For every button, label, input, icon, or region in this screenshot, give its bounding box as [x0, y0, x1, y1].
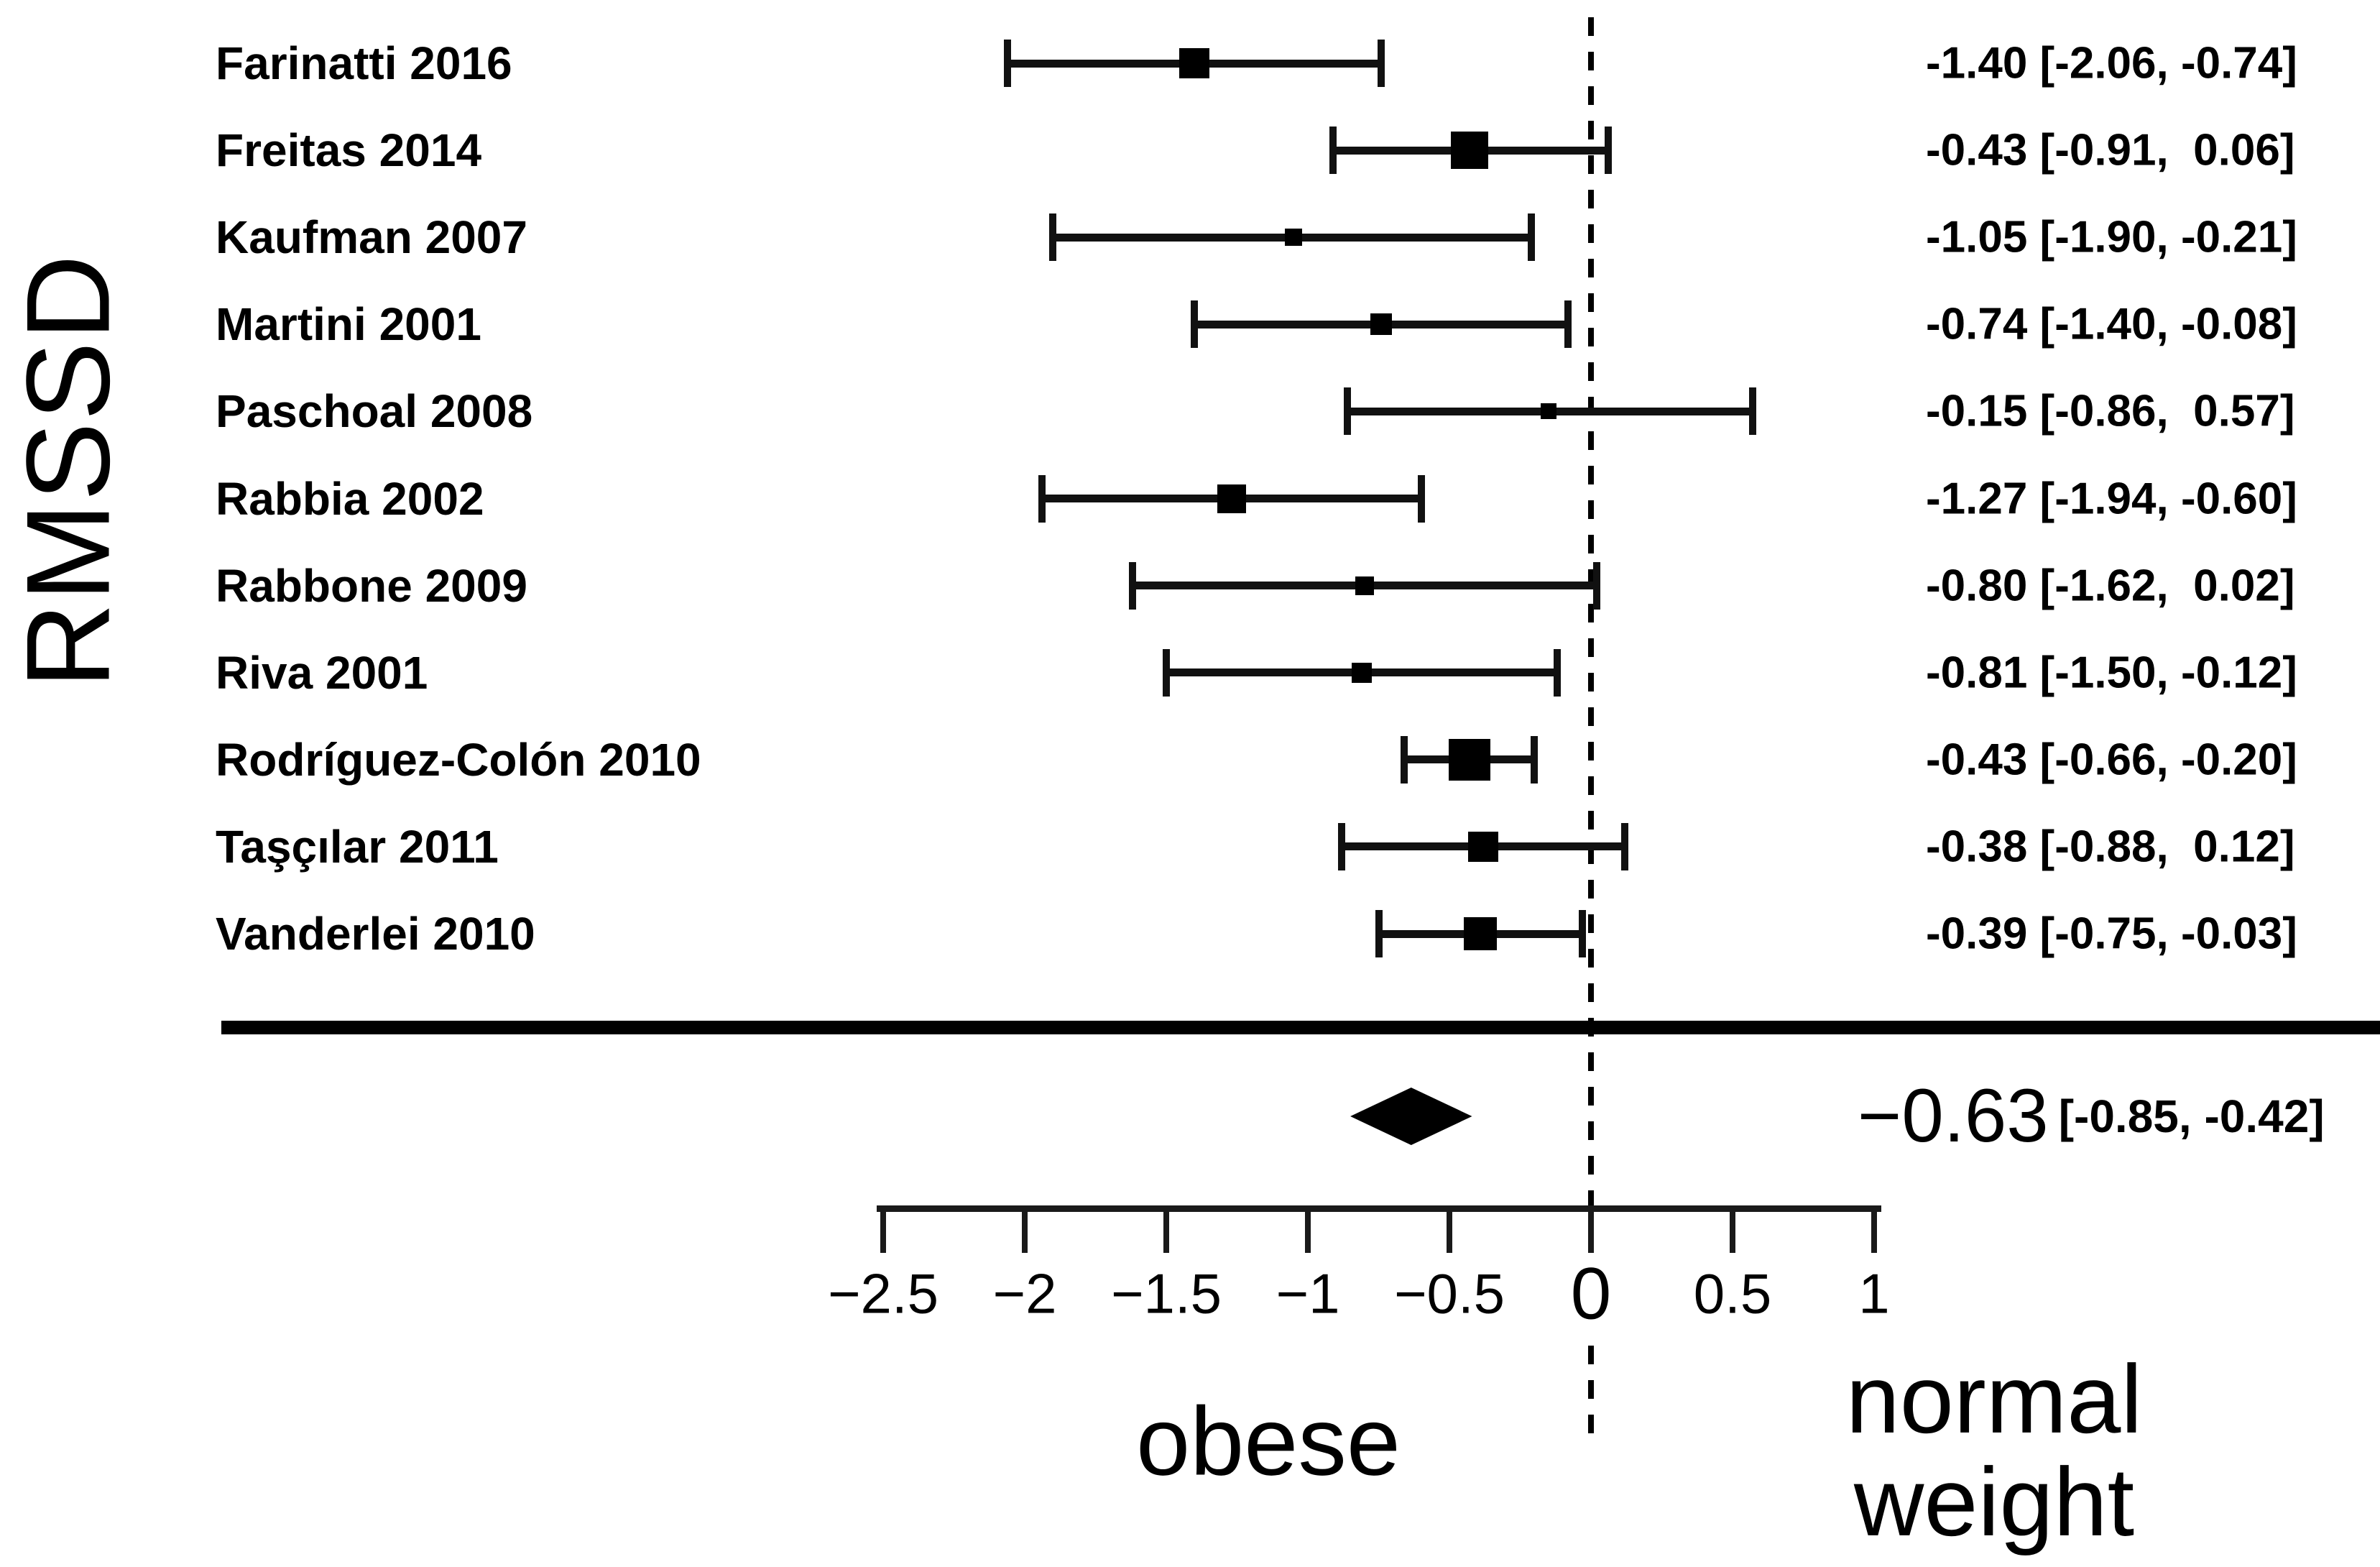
ci-cap-left: [1049, 213, 1057, 262]
x-axis-tick: [1447, 1208, 1452, 1253]
x-axis-tick: [1871, 1208, 1877, 1253]
effect-value: -1.05 [-1.90, -0.21]: [1926, 212, 2297, 262]
x-axis-tick-label: 0: [1570, 1252, 1612, 1335]
x-axis-tick: [880, 1208, 886, 1253]
x-axis-tick-label: 0.5: [1693, 1262, 1772, 1325]
group-label-obese: obese: [1136, 1387, 1401, 1496]
ci-cap-right: [1604, 127, 1612, 175]
effect-marker: [1351, 662, 1372, 683]
study-label: Paschoal 2008: [216, 385, 533, 438]
study-label: Martini 2001: [216, 298, 481, 351]
effect-marker: [1217, 484, 1246, 513]
ci-cap-left: [1344, 387, 1352, 436]
x-axis-tick-label: −2: [992, 1262, 1057, 1325]
ci-cap-left: [1191, 300, 1199, 349]
ci-cap-left: [1163, 648, 1170, 697]
ci-cap-right: [1579, 910, 1587, 957]
ci-cap-left: [1004, 40, 1012, 87]
effect-value: -0.43 [-0.91, 0.06]: [1926, 125, 2295, 175]
effect-marker: [1450, 132, 1488, 170]
x-axis-tick-label: −1.5: [1111, 1262, 1222, 1325]
x-axis-tick: [1163, 1208, 1169, 1253]
ci-cap-left: [1329, 127, 1337, 175]
summary-separator-line: [221, 1021, 2380, 1034]
study-label: Rabbia 2002: [216, 472, 484, 525]
ci-cap-right: [1531, 735, 1539, 784]
effect-value: -1.27 [-1.94, -0.60]: [1926, 474, 2297, 523]
summary-ci: [-0.85, -0.42]: [2058, 1090, 2325, 1142]
group-label-normal-weight: normal weight: [1846, 1348, 2143, 1553]
effect-value: -0.38 [-0.88, 0.12]: [1926, 822, 2295, 872]
effect-marker: [1448, 738, 1490, 781]
study-label: Farinatti 2016: [216, 37, 512, 89]
effect-marker: [1355, 576, 1374, 595]
ci-cap-left: [1038, 474, 1046, 523]
group-label-normal-weight-line1: normal: [1845, 1344, 2143, 1453]
x-axis-tick: [1022, 1208, 1028, 1253]
x-axis-tick: [1730, 1208, 1735, 1253]
summary-estimate: −0.63: [1858, 1074, 2049, 1158]
y-axis-label: RMSSD: [1, 253, 134, 689]
effect-marker: [1285, 229, 1303, 247]
effect-value: -0.39 [-0.75, -0.03]: [1926, 909, 2297, 959]
study-label: Kaufman 2007: [216, 211, 527, 264]
summary-row: −0.63 [-0.85, -0.42]: [1858, 1073, 2325, 1159]
x-axis-tick: [1588, 1208, 1594, 1253]
x-axis-tick: [1305, 1208, 1311, 1253]
effect-value: -0.43 [-0.66, -0.20]: [1926, 735, 2297, 785]
ci-cap-left: [1400, 735, 1408, 784]
effect-marker: [1468, 831, 1499, 862]
summary-diamond: [1350, 1088, 1472, 1145]
ci-cap-right: [1378, 40, 1385, 87]
ci-cap-right: [1528, 213, 1536, 262]
effect-value: -0.80 [-1.62, 0.02]: [1926, 561, 2295, 611]
ci-cap-right: [1564, 300, 1572, 349]
study-label: Taşçılar 2011: [216, 820, 499, 873]
ci-cap-right: [1553, 648, 1561, 697]
x-axis-line: [877, 1205, 1881, 1212]
x-axis-tick-label: 1: [1858, 1262, 1890, 1325]
ci-cap-right: [1417, 474, 1425, 523]
effect-marker: [1540, 403, 1556, 420]
ci-cap-right: [1748, 387, 1756, 436]
zero-reference-line-lower: [1588, 1346, 1594, 1445]
ci-cap-right: [1592, 561, 1600, 610]
ci-cap-left: [1128, 561, 1136, 610]
ci-cap-left: [1375, 910, 1383, 957]
x-axis-tick-label: −0.5: [1394, 1262, 1505, 1325]
effect-value: -0.81 [-1.50, -0.12]: [1926, 648, 2297, 698]
ci-cap-right: [1621, 822, 1629, 870]
study-label: Freitas 2014: [216, 124, 482, 177]
effect-marker: [1464, 917, 1498, 950]
x-axis-tick-label: −2.5: [828, 1262, 938, 1325]
effect-value: -1.40 [-2.06, -0.74]: [1926, 38, 2297, 88]
ci-cap-left: [1338, 822, 1346, 870]
study-label: Riva 2001: [216, 646, 428, 699]
x-axis-tick-label: −1: [1276, 1262, 1340, 1325]
group-label-normal-weight-line2: weight: [1853, 1448, 2135, 1556]
effect-marker: [1370, 313, 1393, 336]
effect-value: -0.15 [-0.86, 0.57]: [1926, 386, 2295, 436]
study-label: Rabbone 2009: [216, 559, 527, 612]
study-label: Rodríguez-Colón 2010: [216, 733, 701, 786]
zero-reference-line-upper: [1588, 17, 1594, 1208]
effect-marker: [1179, 48, 1210, 78]
study-label: Vanderlei 2010: [216, 908, 535, 960]
effect-value: -0.74 [-1.40, -0.08]: [1926, 299, 2297, 349]
